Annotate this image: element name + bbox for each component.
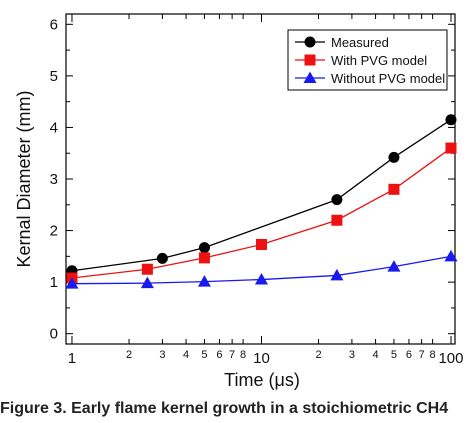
y-tick-label: 3 bbox=[50, 171, 58, 188]
data-point bbox=[141, 263, 153, 275]
legend-marker bbox=[303, 71, 317, 83]
x-minor-tick-label: 5 bbox=[391, 349, 397, 361]
x-minor-tick-label: 6 bbox=[406, 349, 412, 361]
legend-marker bbox=[304, 54, 316, 66]
x-minor-tick-label: 4 bbox=[373, 349, 379, 361]
figure-caption: Figure 3. Early flame kernel growth in a… bbox=[0, 400, 449, 417]
data-point bbox=[330, 268, 344, 281]
data-point bbox=[331, 194, 343, 206]
data-point bbox=[387, 260, 401, 272]
x-tick-label: 10 bbox=[253, 350, 270, 367]
series-triangle bbox=[65, 249, 458, 289]
y-tick-label: 6 bbox=[50, 16, 58, 33]
y-tick-label: 2 bbox=[50, 223, 58, 240]
data-point bbox=[388, 183, 400, 195]
data-point bbox=[254, 273, 268, 285]
x-tick-label: 1 bbox=[68, 350, 76, 367]
data-point bbox=[156, 252, 168, 264]
legend-label: Without PVG model bbox=[331, 71, 445, 86]
x-minor-tick-label: 2 bbox=[315, 349, 321, 361]
x-tick-label: 100 bbox=[438, 350, 463, 367]
x-minor-tick-label: 3 bbox=[159, 349, 165, 361]
x-axis-title: Time (μs) bbox=[224, 370, 300, 390]
data-point bbox=[388, 151, 400, 163]
data-point bbox=[331, 214, 343, 226]
y-axis-title: Kernal Diameter (mm) bbox=[14, 90, 34, 267]
legend-marker bbox=[304, 36, 316, 48]
y-tick-label: 1 bbox=[50, 274, 58, 291]
y-tick-label: 5 bbox=[50, 68, 58, 85]
data-point bbox=[198, 252, 210, 264]
x-minor-tick-label: 8 bbox=[240, 349, 246, 361]
x-minor-tick-label: 5 bbox=[201, 349, 207, 361]
data-point bbox=[140, 276, 154, 289]
series-circle bbox=[66, 114, 457, 277]
legend: Measured With PVG model Without PVG model bbox=[287, 29, 448, 91]
data-point bbox=[65, 277, 79, 289]
data-point bbox=[197, 275, 211, 287]
x-minor-tick-label: 8 bbox=[430, 349, 436, 361]
series-square bbox=[66, 142, 457, 284]
data-point bbox=[255, 238, 267, 250]
y-tick-label: 4 bbox=[50, 119, 58, 136]
y-tick-label: 0 bbox=[50, 326, 58, 343]
data-point bbox=[445, 142, 457, 154]
x-minor-tick-label: 4 bbox=[183, 349, 189, 361]
data-point bbox=[445, 114, 457, 126]
x-minor-tick-label: 3 bbox=[349, 349, 355, 361]
data-point bbox=[444, 249, 458, 262]
series-line bbox=[71, 147, 452, 279]
x-minor-tick-label: 6 bbox=[216, 349, 222, 361]
data-point bbox=[198, 242, 210, 254]
data-series bbox=[65, 114, 458, 289]
legend-label: With PVG model bbox=[331, 53, 427, 68]
legend-label: Measured bbox=[331, 35, 389, 50]
series-line bbox=[71, 119, 452, 272]
x-minor-tick-label: 7 bbox=[419, 349, 425, 361]
x-minor-tick-label: 2 bbox=[126, 349, 132, 361]
x-minor-tick-label: 7 bbox=[229, 349, 235, 361]
